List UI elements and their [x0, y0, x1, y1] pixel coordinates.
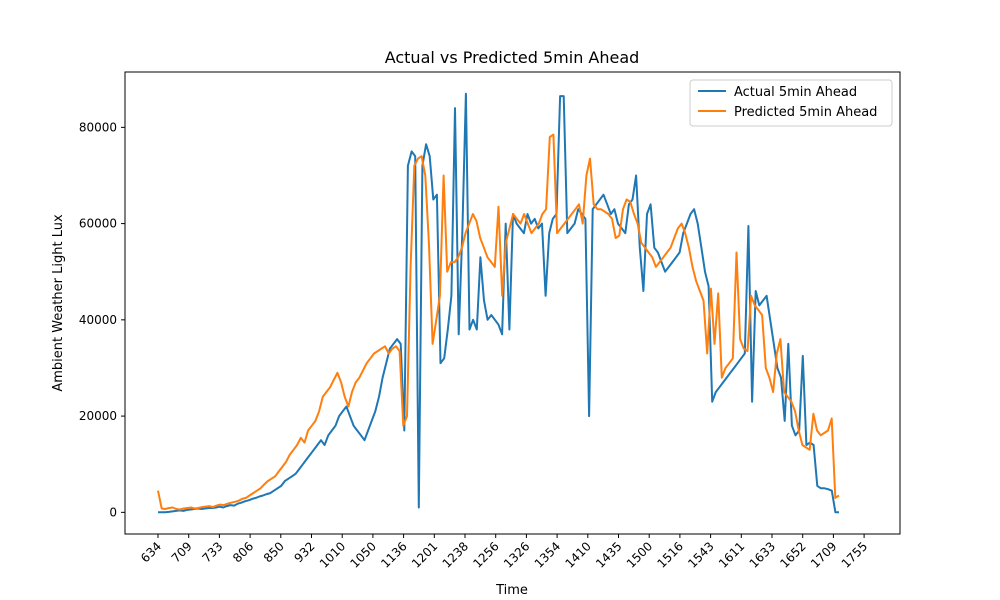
- y-tick-label: 40000: [79, 313, 117, 327]
- y-axis: 0 20000 40000 60000 80000: [79, 120, 125, 519]
- y-axis-label: Ambient Weather Light Lux: [51, 214, 66, 392]
- legend-label-predicted: Predicted 5min Ahead: [734, 105, 877, 120]
- y-tick-label: 0: [109, 505, 117, 519]
- axes-frame: [124, 71, 901, 535]
- x-axis-label: Time: [495, 583, 528, 598]
- chart-title: Actual vs Predicted 5min Ahead: [385, 48, 640, 67]
- y-tick-label: 80000: [79, 120, 117, 134]
- series-line-predicted: [157, 133, 840, 511]
- y-tick-label: 60000: [79, 217, 117, 231]
- y-tick-label: 20000: [79, 409, 117, 423]
- series-line-actual: [158, 92, 839, 514]
- legend-label-actual: Actual 5min Ahead: [734, 85, 857, 100]
- series-layer: [157, 92, 840, 514]
- legend: Actual 5min Ahead Predicted 5min Ahead: [689, 79, 893, 127]
- legend-box: [689, 79, 893, 127]
